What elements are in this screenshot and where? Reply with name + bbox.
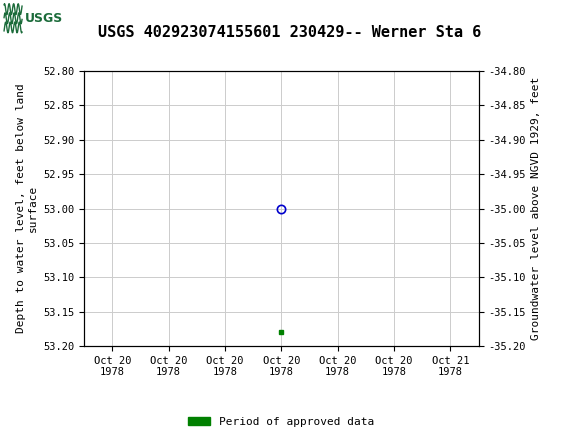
Text: USGS: USGS	[24, 12, 63, 25]
Text: USGS 402923074155601 230429-- Werner Sta 6: USGS 402923074155601 230429-- Werner Sta…	[99, 25, 481, 40]
FancyBboxPatch shape	[3, 3, 78, 34]
Y-axis label: Depth to water level, feet below land
surface: Depth to water level, feet below land su…	[16, 84, 38, 333]
Y-axis label: Groundwater level above NGVD 1929, feet: Groundwater level above NGVD 1929, feet	[531, 77, 541, 340]
Legend: Period of approved data: Period of approved data	[184, 412, 379, 430]
